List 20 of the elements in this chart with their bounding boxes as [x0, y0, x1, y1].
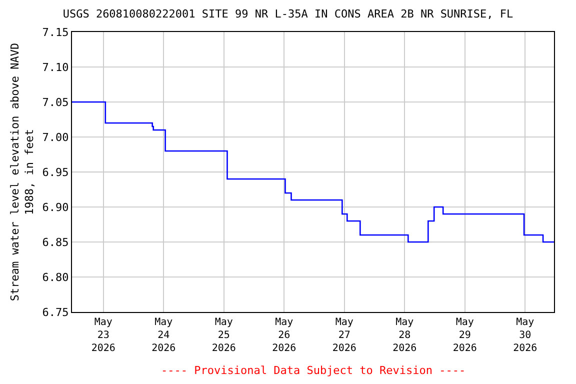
x-tick-label: May 30 2026 — [513, 317, 538, 354]
x-tick-label: May 24 2026 — [152, 317, 176, 354]
y-tick-label: 6.90 — [42, 200, 69, 214]
y-axis-title: Stream water level elevation above NAVD 1988, in feet — [8, 42, 36, 302]
x-tick-label: May 28 2026 — [392, 317, 417, 354]
x-tick-label: May 23 2026 — [91, 317, 116, 354]
y-tick-label: 7.10 — [42, 60, 69, 74]
y-tick-label: 6.75 — [42, 306, 69, 319]
text: ---- Provisional Data Subject to Revision ---- — [161, 364, 466, 377]
chart-title: USGS 260810080222001 SITE 99 NR L-35A IN CONS AREA 2B NR SUNRISE, FL — [62, 7, 514, 20]
y-tick-label: 6.80 — [42, 270, 69, 284]
x-tick-label: May 25 2026 — [212, 317, 236, 354]
y-tick-label: 6.95 — [42, 166, 69, 179]
x-tick-label: May 26 2026 — [272, 317, 296, 354]
y-tick-label: 7.15 — [42, 26, 69, 39]
x-tick-label: May 29 2026 — [452, 317, 477, 354]
y-tick-label: 6.85 — [42, 236, 69, 249]
x-tick-label: May 27 2026 — [332, 317, 356, 354]
y-tick-label: 7.05 — [42, 96, 69, 109]
y-tick-label: 7.00 — [42, 130, 69, 144]
